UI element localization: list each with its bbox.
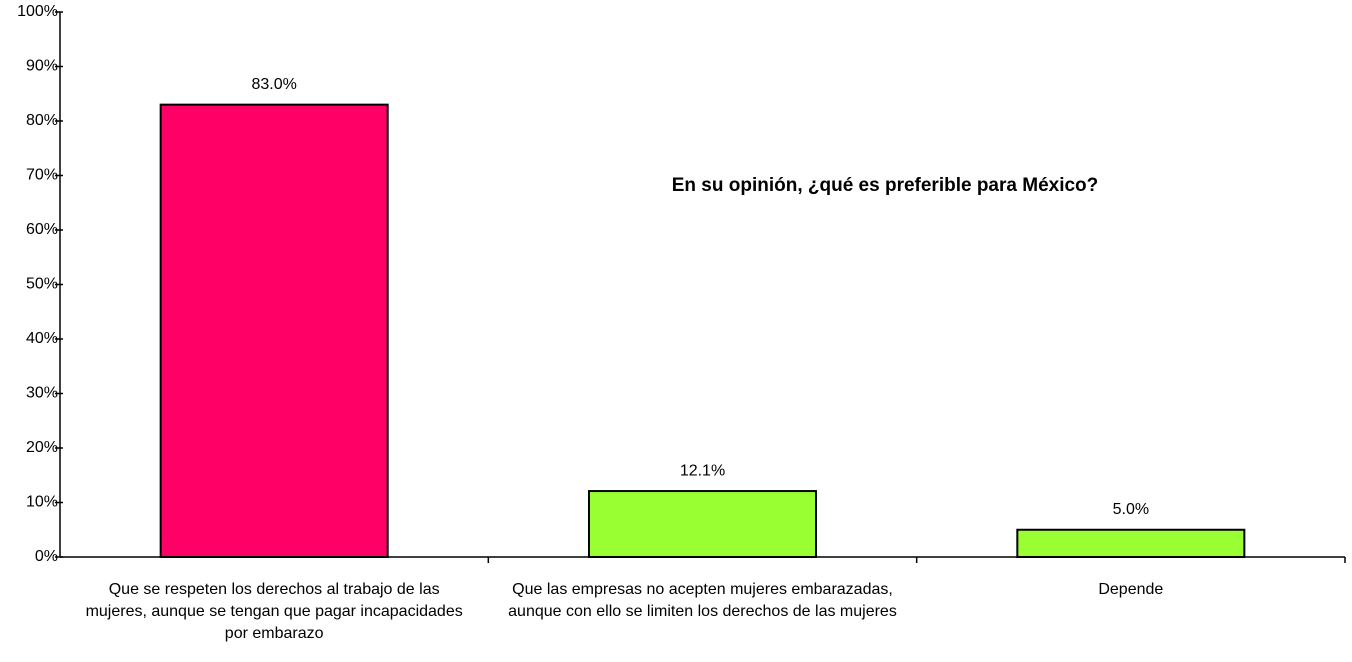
y-tick-label: 30% [26,385,58,402]
y-tick-label: 20% [26,439,58,456]
y-tick-label: 10% [26,494,58,511]
x-tick-label: Que las empresas no acepten mujeres emba… [508,581,897,620]
data-label: 12.1% [680,462,725,479]
bar [1016,528,1246,558]
bar [587,490,818,558]
data-label: 5.0% [1113,501,1149,518]
y-tick-label: 60% [26,221,58,238]
y-tick-label: 40% [26,330,58,347]
y-tick-label: 50% [26,276,58,293]
chart-title: En su opinión, ¿qué es preferible para M… [672,175,1099,196]
bar [159,103,389,559]
x-tick-label: Depende [1098,581,1164,598]
y-tick-label: 90% [26,58,58,75]
y-tick-label: 80% [26,112,58,129]
data-label: 83.0% [251,76,296,93]
x-tick-label: Que se respeten los derechos al trabajo … [85,581,463,642]
y-tick-label: 0% [35,548,58,565]
y-tick-label: 70% [26,167,58,184]
y-tick-label: 100% [17,3,58,20]
